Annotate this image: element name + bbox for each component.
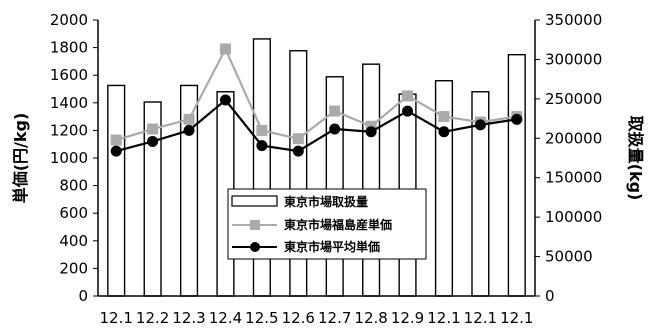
tick-label: 250000 bbox=[545, 90, 602, 108]
tick-label: 200000 bbox=[545, 129, 602, 147]
tick-label: 12.1 bbox=[464, 309, 497, 327]
series-line bbox=[115, 46, 517, 142]
tick-label: 0 bbox=[545, 287, 555, 305]
data-point bbox=[511, 113, 523, 125]
tick-label: 12.5 bbox=[245, 309, 278, 327]
tick-label: 50000 bbox=[545, 248, 593, 266]
tick-label: 600 bbox=[59, 204, 88, 222]
right-axis-title: 取扱量(kg) bbox=[626, 116, 645, 201]
tick-label: 350000 bbox=[545, 11, 602, 29]
tick-label: 1800 bbox=[50, 39, 88, 57]
tick-label: 2000 bbox=[50, 11, 88, 29]
tick-label: 300000 bbox=[545, 50, 602, 68]
data-point bbox=[402, 105, 414, 117]
tick-label: 1400 bbox=[50, 94, 88, 112]
tick-label: 100000 bbox=[545, 208, 602, 226]
data-point bbox=[365, 120, 377, 132]
tick-label: 0 bbox=[78, 287, 88, 305]
data-point bbox=[219, 43, 231, 55]
legend-label-average: 東京市場平均単価 bbox=[284, 239, 380, 254]
data-point bbox=[292, 133, 304, 145]
tick-label: 12.1 bbox=[427, 309, 460, 327]
tick-label: 12.1 bbox=[500, 309, 533, 327]
bar bbox=[362, 63, 381, 297]
data-point bbox=[438, 126, 450, 138]
tick-label: 12.2 bbox=[136, 309, 169, 327]
legend-label-volume: 東京市場取扱量 bbox=[284, 194, 368, 209]
tick-label: 12.3 bbox=[172, 309, 205, 327]
legend: 東京市場取扱量 東京市場福島産単価 東京市場平均単価 bbox=[227, 188, 427, 260]
bar bbox=[107, 84, 126, 297]
bar bbox=[507, 53, 526, 297]
data-point bbox=[147, 123, 159, 135]
data-point bbox=[402, 90, 414, 102]
legend-average-marker bbox=[250, 242, 260, 252]
tick-label: 12.4 bbox=[209, 309, 242, 327]
tick-label: 12.6 bbox=[282, 309, 315, 327]
data-point bbox=[256, 140, 268, 152]
data-point bbox=[329, 123, 341, 135]
data-point bbox=[147, 135, 159, 147]
tick-label: 200 bbox=[59, 259, 88, 277]
legend-label-fukushima: 東京市場福島産単価 bbox=[284, 217, 392, 232]
tick-label: 12.1 bbox=[100, 309, 133, 327]
lines-layer bbox=[110, 43, 523, 157]
tick-label: 12.9 bbox=[391, 309, 424, 327]
tick-label: 1000 bbox=[50, 149, 88, 167]
data-point bbox=[219, 94, 231, 106]
right-tick-labels: 0 50000 100000 150000 200000 250000 300000 3500… bbox=[535, 11, 602, 305]
left-tick-labels: 0 200 400 600 800 1000 1200 1400 1600 1800 2000 bbox=[50, 11, 98, 305]
data-point bbox=[183, 124, 195, 136]
data-point bbox=[329, 105, 341, 117]
data-point bbox=[474, 119, 486, 131]
tick-label: 400 bbox=[59, 232, 88, 250]
tick-label: 1200 bbox=[50, 121, 88, 139]
tick-label: 800 bbox=[59, 177, 88, 195]
series-line bbox=[115, 98, 517, 153]
data-point bbox=[110, 145, 122, 157]
data-point bbox=[183, 113, 195, 125]
tick-label: 150000 bbox=[545, 169, 602, 187]
legend-bar-swatch bbox=[231, 195, 278, 207]
tick-label: 12.7 bbox=[318, 309, 351, 327]
data-point bbox=[110, 134, 122, 146]
left-axis-title: 単価(円/kg) bbox=[11, 113, 30, 204]
tick-label: 12.8 bbox=[354, 309, 387, 327]
data-point bbox=[365, 126, 377, 138]
data-point bbox=[438, 111, 450, 123]
data-point bbox=[292, 145, 304, 157]
x-tick-labels: 12.1 12.2 12.3 12.4 12.5 12.6 12.7 12.8 12.9 12.1… bbox=[100, 309, 534, 327]
data-point bbox=[256, 124, 268, 136]
tick-label: 1600 bbox=[50, 66, 88, 84]
legend-fukushima-marker bbox=[250, 220, 260, 230]
